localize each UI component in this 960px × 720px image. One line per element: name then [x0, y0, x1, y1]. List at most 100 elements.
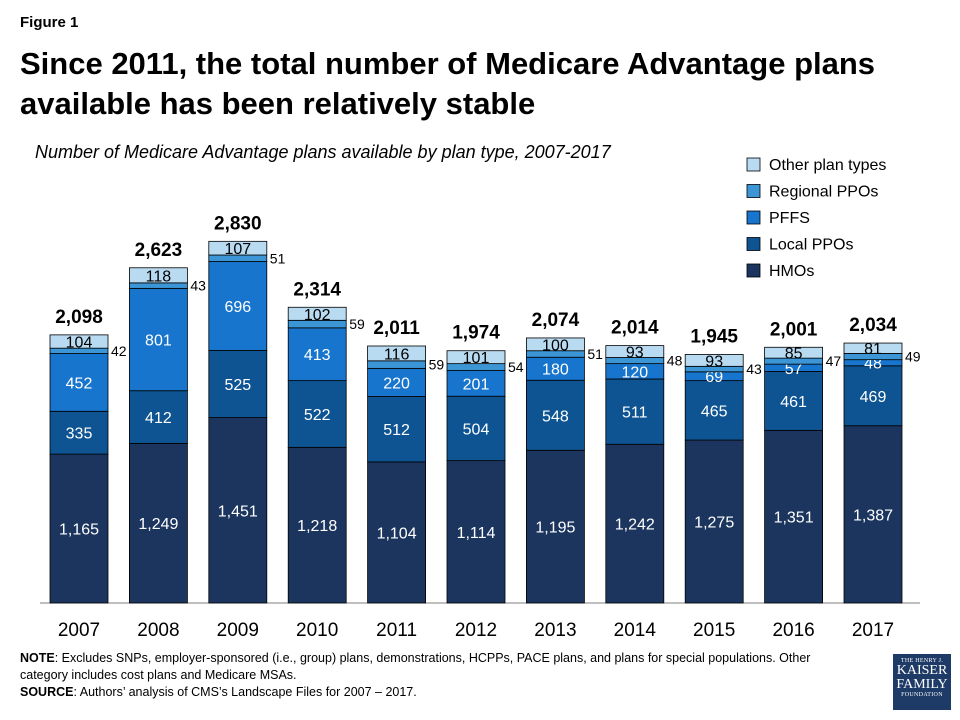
data-label: 47	[826, 353, 842, 369]
data-label: 1,218	[297, 518, 337, 535]
note-label: NOTE	[20, 651, 55, 665]
x-tick-label: 2017	[852, 620, 894, 641]
total-label: 2,074	[532, 310, 580, 331]
data-label: 43	[746, 361, 762, 377]
bar-segment	[526, 337, 585, 352]
bar-segment	[49, 334, 109, 349]
data-label: 42	[111, 343, 127, 359]
x-tick-label: 2010	[296, 620, 338, 641]
legend-swatch	[746, 157, 761, 172]
x-tick-label: 2016	[772, 620, 814, 641]
bar-segment	[526, 449, 585, 604]
data-label: 465	[701, 403, 728, 420]
data-label: 59	[429, 357, 445, 373]
chart-title: Since 2011, the total number of Medicare…	[20, 46, 876, 121]
x-tick-label: 2013	[534, 620, 576, 641]
bar-segment	[49, 453, 109, 604]
logo-line-1: THE HENRY J.	[900, 658, 944, 664]
data-label: 93	[626, 345, 644, 362]
note-line: NOTE: Excludes SNPs, employer-sponsored …	[20, 650, 840, 684]
total-label: 2,011	[373, 318, 420, 339]
bar-segment	[208, 240, 268, 256]
data-label: 101	[463, 350, 490, 367]
bar-segment	[287, 306, 347, 321]
bar-segment	[684, 354, 744, 367]
source-label: SOURCE	[20, 685, 74, 699]
bar-segment	[128, 442, 188, 604]
data-label: 1,451	[218, 503, 258, 520]
bar-segment	[287, 327, 347, 382]
data-label: 522	[304, 407, 331, 424]
data-label: 1,387	[853, 507, 893, 524]
data-label: 201	[463, 376, 490, 393]
bar-segment	[128, 267, 188, 284]
bar-segment	[526, 379, 585, 451]
logo-line-2: KAISER	[896, 663, 948, 678]
bar-segment	[684, 380, 744, 441]
kff-logo: THE HENRY J. KAISER FAMILY FOUNDATION	[893, 654, 951, 710]
data-label: 1,249	[138, 516, 178, 533]
data-label: 335	[66, 426, 93, 443]
x-tick-label: 2014	[614, 620, 657, 641]
data-label: 413	[304, 347, 331, 364]
legend-label: HMOs	[769, 263, 814, 280]
data-label: 696	[224, 299, 251, 316]
bar-segment	[367, 345, 427, 362]
logo-line-4: FOUNDATION	[901, 692, 943, 698]
logo-line-3: FAMILY	[896, 677, 948, 692]
total-label: 2,623	[135, 240, 183, 261]
data-label: 85	[785, 346, 803, 363]
legend-label: Local PPOs	[769, 237, 853, 254]
bar-segment	[367, 461, 427, 604]
data-label: 512	[383, 422, 410, 439]
total-label: 1,974	[452, 323, 500, 344]
data-label: 1,165	[59, 522, 99, 539]
source-line: SOURCE: Authors’ analysis of CMS’s Lands…	[20, 684, 840, 701]
bar-segment	[128, 287, 188, 392]
bar-segment	[684, 439, 744, 604]
data-label: 48	[667, 353, 683, 369]
data-label: 93	[705, 353, 723, 370]
x-tick-label: 2007	[58, 620, 100, 641]
bar-segment	[287, 446, 347, 604]
x-tick-label: 2012	[455, 620, 497, 641]
bar-segment	[49, 410, 109, 455]
legend-swatch	[746, 210, 761, 225]
bar-segment	[764, 371, 823, 431]
bar-segment	[446, 395, 506, 462]
footnote: NOTE: Excludes SNPs, employer-sponsored …	[20, 650, 840, 701]
data-label: 104	[66, 335, 93, 352]
total-label: 1,945	[690, 326, 738, 347]
data-label: 51	[270, 250, 286, 266]
data-label: 81	[864, 341, 882, 358]
data-label: 49	[905, 349, 921, 365]
bar-segment	[367, 396, 427, 463]
legend-label: Other plan types	[769, 157, 886, 174]
x-tick-label: 2011	[376, 620, 417, 641]
stacked-bar-chart: 1,165 335 452 42 104 2,098 2007 1,249 412 801 43 11…	[40, 157, 921, 641]
bar-segment	[605, 345, 665, 358]
data-label: 511	[622, 405, 648, 422]
data-label: 504	[463, 421, 490, 438]
data-label: 100	[542, 337, 569, 354]
bar-segment	[446, 350, 506, 365]
data-label: 107	[224, 241, 251, 258]
bar-segment	[128, 390, 188, 444]
data-label: 1,351	[774, 510, 814, 527]
bar-segment	[843, 342, 903, 354]
data-label: 54	[508, 359, 524, 375]
data-label: 1,104	[377, 525, 417, 542]
total-label: 2,314	[293, 279, 341, 300]
bar-segment	[764, 429, 823, 604]
x-tick-label: 2008	[137, 620, 179, 641]
data-label: 801	[145, 333, 172, 350]
total-label: 2,098	[55, 307, 103, 328]
data-label: 452	[66, 375, 93, 392]
total-label: 2,001	[770, 319, 818, 340]
source-text: : Authors’ analysis of CMS’s Landscape F…	[73, 685, 417, 699]
figure-label: Figure 1	[20, 14, 79, 31]
bar-segment	[764, 346, 823, 359]
data-label: 1,242	[615, 517, 655, 534]
bar-segment	[208, 350, 268, 418]
total-label: 2,034	[849, 315, 897, 336]
